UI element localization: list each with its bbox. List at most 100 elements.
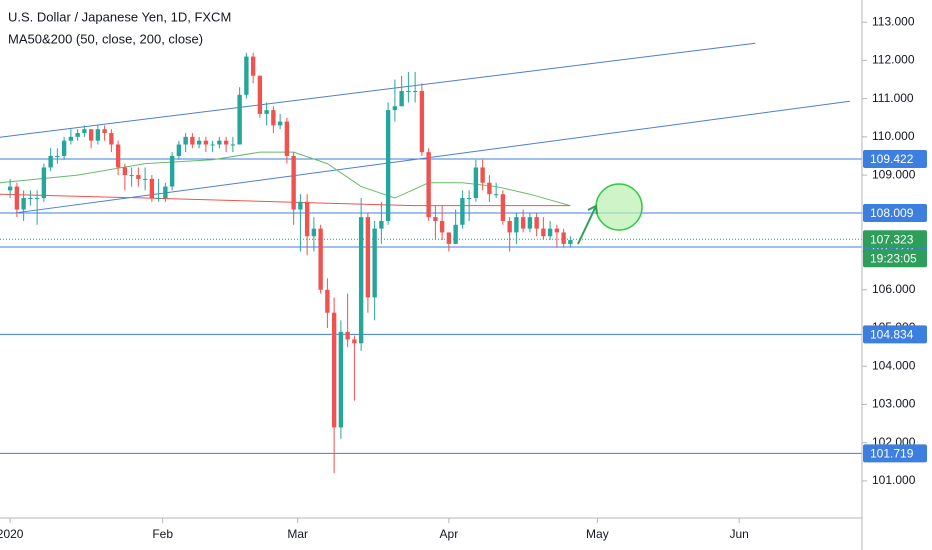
last-price-label: 107.323 [870, 232, 914, 246]
candle-body [466, 198, 472, 200]
trend-line [0, 42, 756, 138]
candle-body [392, 106, 398, 111]
candle-body [230, 144, 236, 146]
candle-body [203, 140, 209, 145]
x-tick-label: 2020 [0, 527, 24, 541]
candle-body [419, 90, 425, 153]
candle-body [136, 175, 141, 179]
candle-body [115, 144, 121, 168]
candle-body [21, 198, 26, 210]
x-tick-label: Feb [152, 527, 173, 541]
target-arrow [577, 204, 598, 245]
candle-body [520, 217, 526, 229]
candle-body [88, 129, 94, 141]
level-label-box [863, 203, 927, 222]
candle-body [163, 186, 168, 199]
level-label: 104.834 [870, 328, 914, 342]
y-tick-label: 112.000 [872, 53, 915, 67]
level-label-box [863, 325, 927, 344]
indicator-legend: MA50&200 (50, close, 200, close) [8, 31, 203, 46]
plot-area [0, 42, 862, 474]
candle-body [460, 198, 465, 225]
candle-body [149, 178, 155, 199]
candle-body [156, 198, 161, 200]
candle-body [129, 175, 134, 177]
candle-body [433, 217, 438, 221]
candle-body [365, 217, 371, 298]
candle-body [338, 331, 344, 428]
candle-body [527, 217, 533, 229]
moving-average [0, 193, 571, 207]
candle-body [547, 228, 553, 237]
candle-body [372, 228, 377, 298]
candle-body [257, 75, 263, 114]
candle-body [406, 90, 411, 92]
candle-body [453, 224, 458, 244]
candle-body [122, 167, 128, 176]
candle-body [28, 198, 33, 200]
y-tick-label: 103.000 [872, 397, 916, 411]
level-label: 108.009 [870, 206, 914, 220]
candle-body [237, 94, 242, 145]
x-tick-label: Mar [287, 527, 308, 541]
candle-body [217, 140, 222, 145]
candle-body [379, 220, 384, 229]
candle-body [514, 217, 519, 233]
candle-body [244, 56, 249, 95]
candle-body [439, 220, 445, 233]
x-tick-label: Apr [440, 527, 459, 541]
candle-body [473, 167, 479, 199]
candle-body [210, 144, 215, 146]
candle-body [507, 220, 512, 233]
candle-body [142, 178, 148, 180]
y-tick-label: 109.000 [872, 167, 916, 181]
candle-body [412, 90, 418, 92]
target-circle [595, 183, 643, 231]
candle-body [264, 110, 269, 114]
candle-body [399, 90, 404, 107]
candle-body [277, 121, 283, 126]
y-tick-label: 101.000 [872, 473, 916, 487]
candle-body [82, 129, 87, 134]
candle-body [304, 201, 310, 237]
countdown-label: 19:23:05 [870, 251, 917, 265]
candle-body [7, 186, 13, 191]
y-tick-label: 111.000 [872, 91, 914, 105]
chart-title: U.S. Dollar / Japanese Yen, 1D, FXCM [8, 9, 231, 24]
candle-body [325, 289, 330, 313]
candle-body [534, 217, 539, 229]
level-label-box [863, 444, 927, 463]
y-tick-label: 110.000 [872, 129, 915, 143]
candle-body [291, 155, 296, 210]
candle-body [75, 133, 80, 137]
candle-body [68, 136, 74, 141]
x-tick-label: Jun [729, 527, 748, 541]
candle-body [331, 312, 337, 428]
level-label-box [863, 149, 927, 168]
candle-body [41, 167, 47, 199]
candle-body [48, 155, 53, 168]
candle-body [385, 110, 391, 221]
candle-body [345, 331, 350, 340]
candle-body [169, 155, 175, 187]
candle-body [298, 201, 303, 210]
candle-body [55, 155, 60, 157]
candle-body [358, 217, 364, 344]
candle-body [554, 228, 560, 233]
level-label: 109.422 [870, 152, 914, 166]
candle-body [284, 121, 290, 156]
candle-body [426, 152, 431, 218]
candle-body [541, 228, 546, 237]
candle-body [196, 140, 202, 145]
y-tick-label: 106.000 [872, 282, 916, 296]
candle-body [568, 240, 573, 244]
candle-body [480, 167, 485, 183]
candle-body [176, 144, 182, 156]
candle-body [95, 129, 101, 141]
candle-body [311, 228, 317, 237]
candle-body [487, 182, 492, 195]
candle-body [446, 232, 452, 244]
candle-body [14, 186, 20, 210]
candle-body [34, 198, 40, 200]
